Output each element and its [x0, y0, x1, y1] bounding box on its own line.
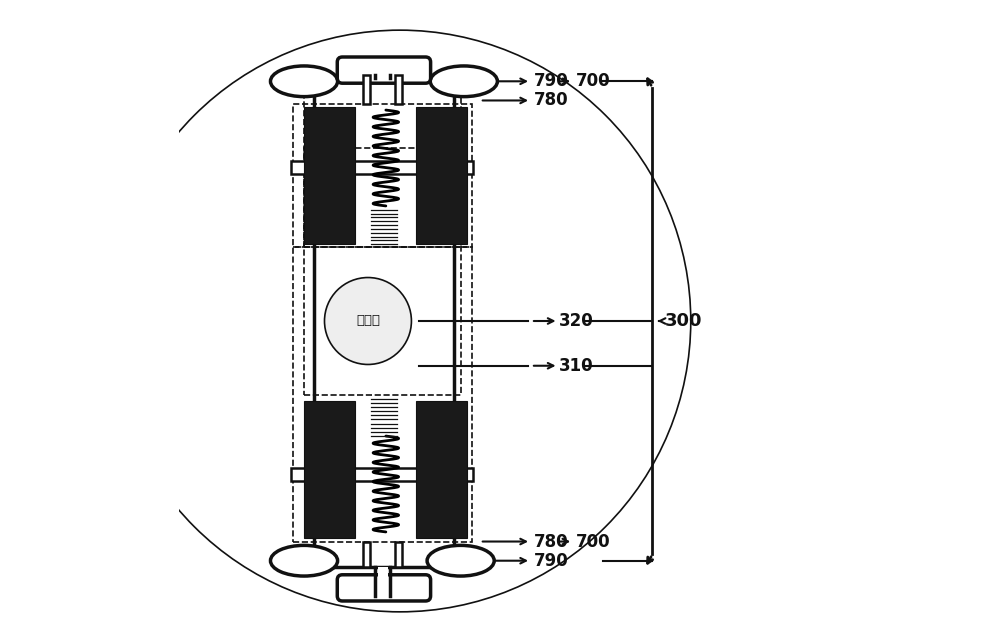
Bar [416, 107, 467, 245]
Text: 300: 300 [666, 312, 703, 330]
Bar [304, 107, 355, 245]
Bar [291, 161, 473, 174]
Bar [304, 401, 355, 539]
Text: 气门孔: 气门孔 [356, 315, 380, 327]
Bar [313, 75, 454, 567]
Text: 320: 320 [559, 312, 593, 330]
Bar [416, 401, 467, 539]
Ellipse shape [430, 66, 497, 97]
Bar [395, 542, 402, 567]
Bar [291, 468, 473, 481]
Bar [293, 103, 471, 247]
Text: 310: 310 [559, 357, 593, 375]
Bar [377, 567, 388, 596]
Bar [293, 247, 471, 542]
Ellipse shape [270, 66, 337, 97]
Bar [304, 75, 461, 247]
Text: 790: 790 [534, 551, 569, 569]
Bar [395, 75, 402, 103]
Text: 700: 700 [576, 532, 611, 551]
Text: 780: 780 [534, 532, 569, 551]
Bar [304, 148, 461, 395]
Text: 790: 790 [534, 73, 569, 91]
FancyBboxPatch shape [337, 57, 430, 83]
Bar [363, 542, 370, 567]
Circle shape [324, 277, 411, 365]
Bar [377, 75, 388, 78]
FancyBboxPatch shape [337, 575, 430, 601]
Ellipse shape [270, 545, 337, 576]
Text: 780: 780 [534, 91, 569, 110]
Text: 700: 700 [576, 73, 611, 91]
Bar [363, 75, 370, 103]
Ellipse shape [427, 545, 494, 576]
